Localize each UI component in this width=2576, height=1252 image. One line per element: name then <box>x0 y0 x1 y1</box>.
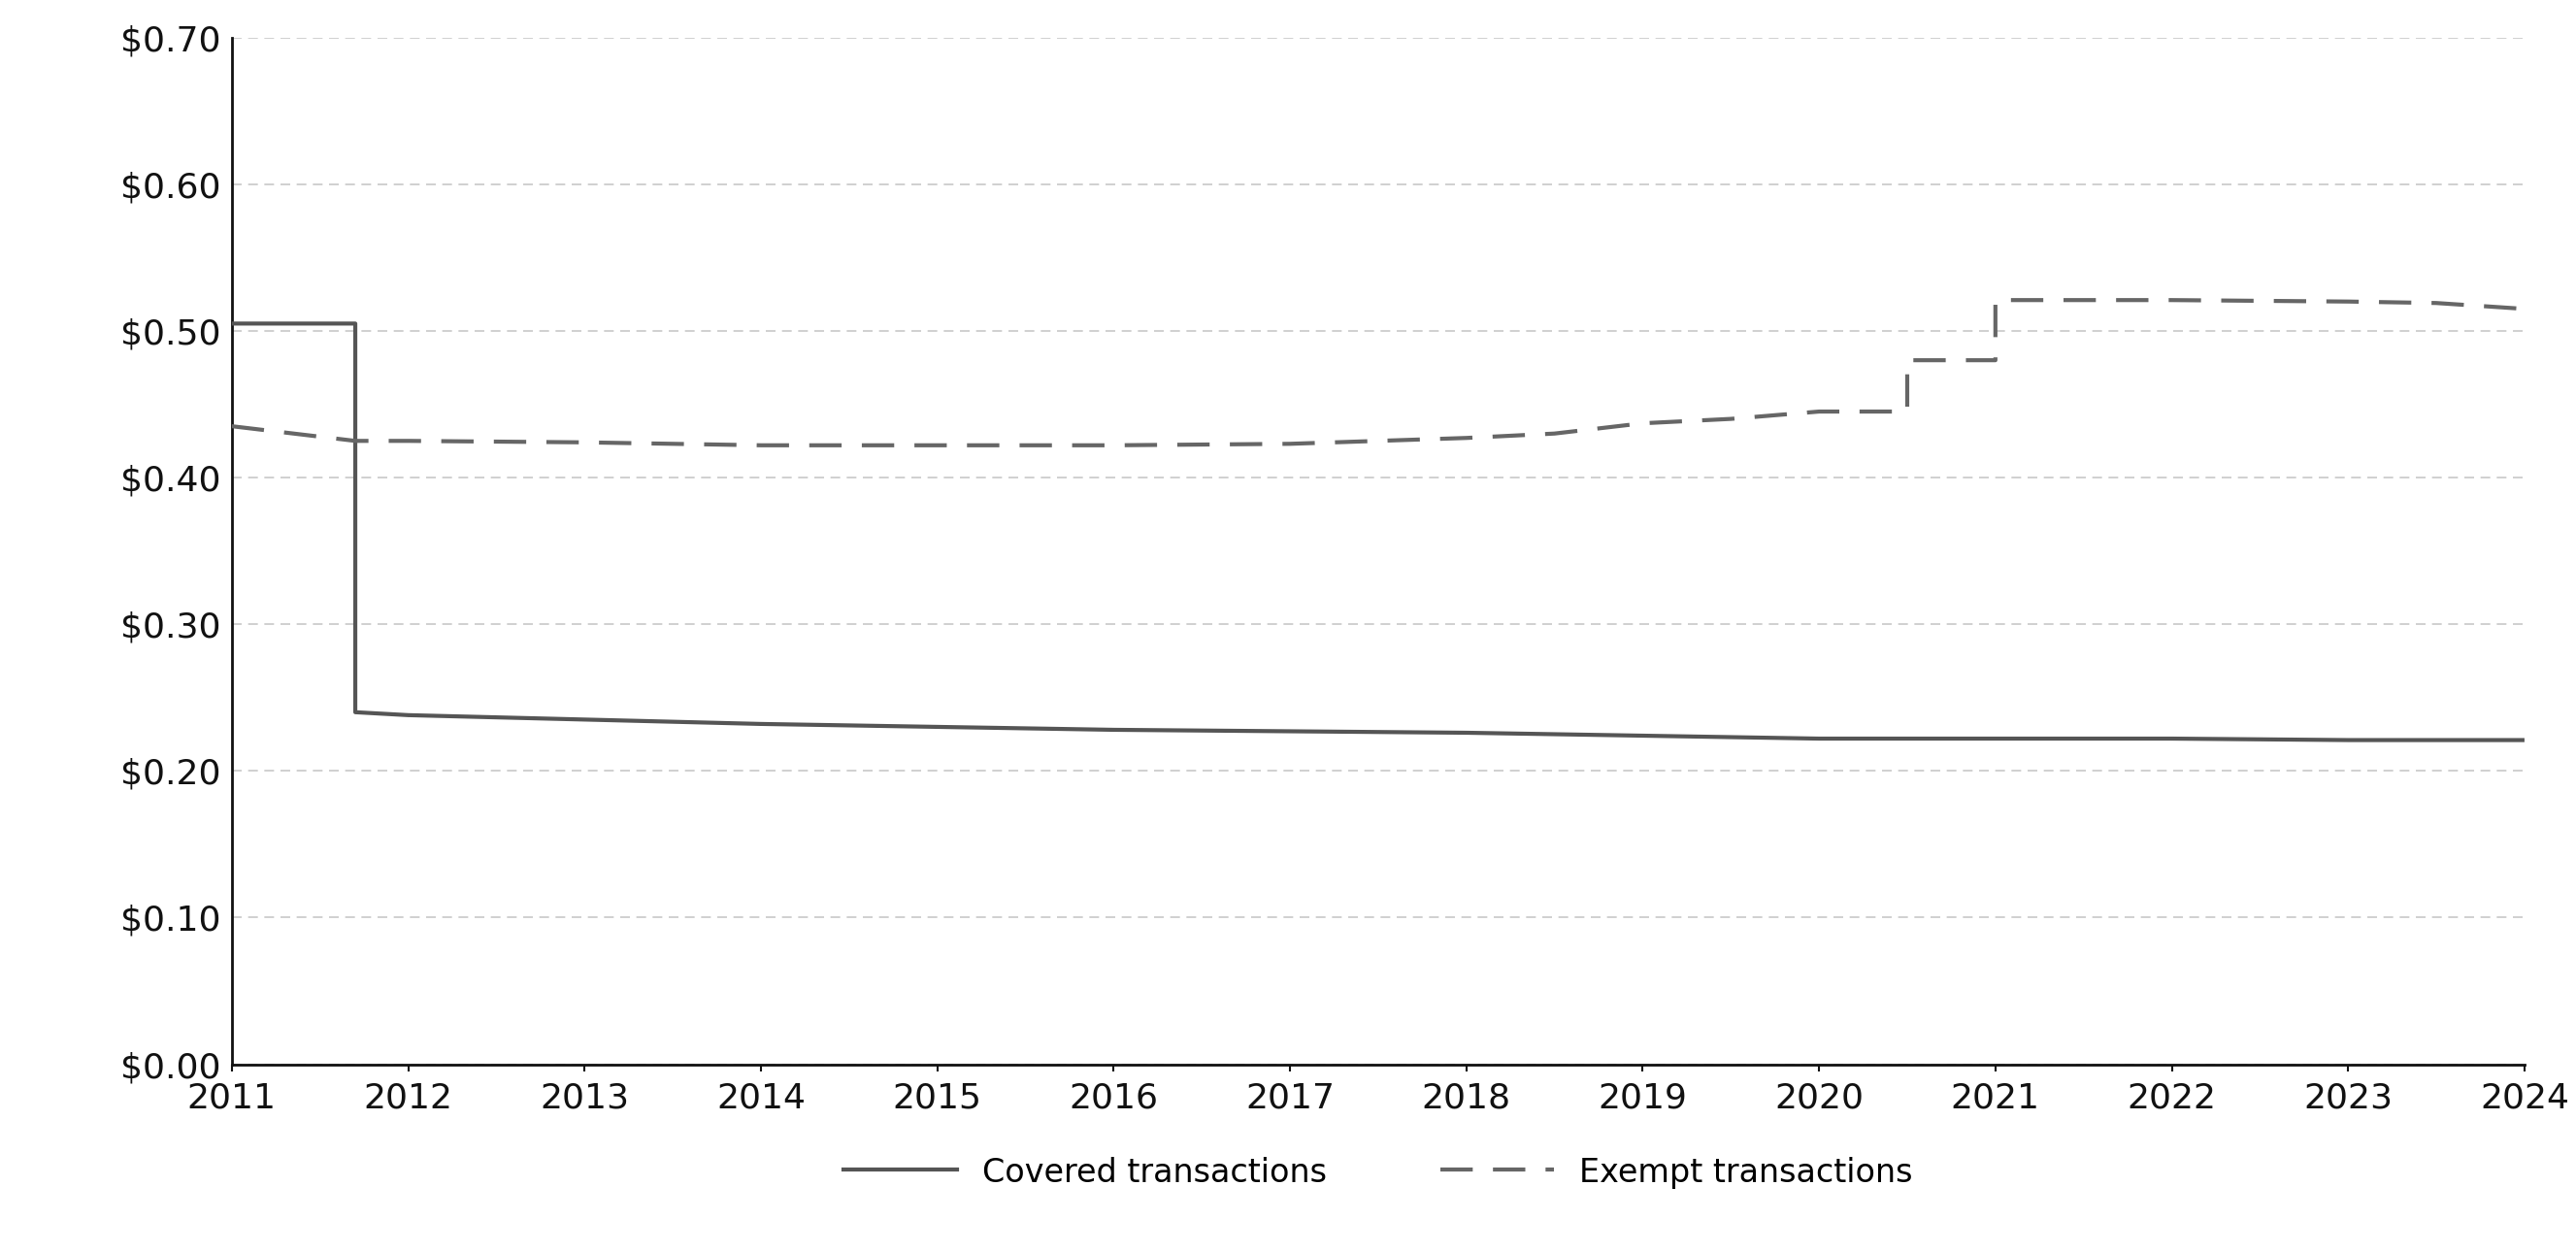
Legend: Covered transactions, Exempt transactions: Covered transactions, Exempt transaction… <box>829 1144 1927 1202</box>
